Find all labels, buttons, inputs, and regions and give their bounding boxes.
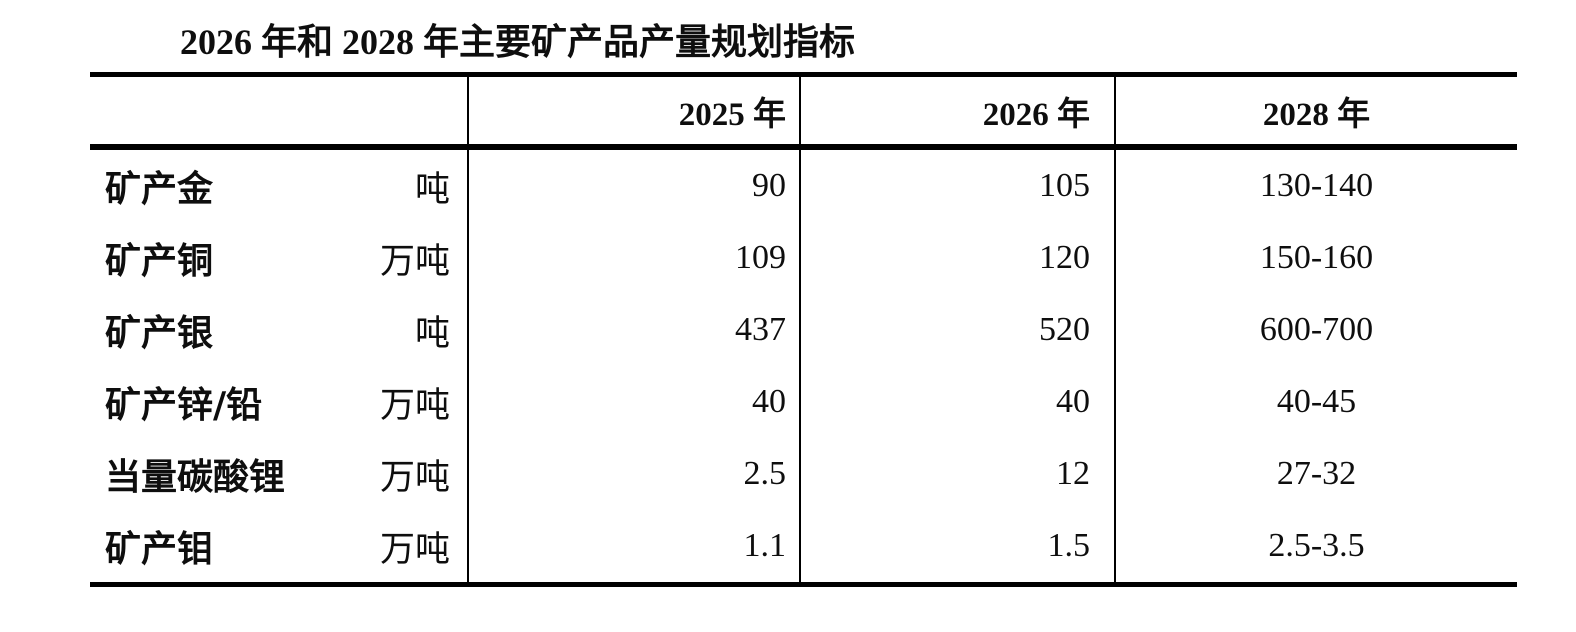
- value-2028: 600-700: [1114, 294, 1517, 366]
- mineral-name: 当量碳酸锂: [105, 457, 286, 498]
- table-row: 矿产银 吨 437 520 600-700: [90, 294, 1517, 366]
- mineral-name: 矿产铜: [105, 241, 214, 282]
- value-2026: 105: [799, 150, 1114, 222]
- unit-label: 万吨: [379, 457, 450, 497]
- unit-label: 吨: [414, 313, 450, 353]
- value-2026: 12: [799, 438, 1114, 510]
- value-2028: 130-140: [1114, 150, 1517, 222]
- column-header-2025: 2025 年: [467, 77, 799, 150]
- value-2026: 120: [799, 222, 1114, 294]
- table-row: 矿产锌/铅 万吨 40 40 40-45: [90, 366, 1517, 438]
- mineral-name: 矿产银: [105, 313, 214, 354]
- value-2028: 150-160: [1114, 222, 1517, 294]
- value-2025: 1.1: [467, 510, 799, 582]
- table-row: 矿产钼 万吨 1.1 1.5 2.5-3.5: [90, 510, 1517, 582]
- page-title: 2026 年和 2028 年主要矿产品产量规划指标: [180, 22, 856, 62]
- mineral-name: 矿产金: [105, 169, 214, 210]
- column-header-2028: 2028 年: [1114, 77, 1517, 150]
- column-header-blank: [90, 77, 467, 150]
- table-row: 矿产铜 万吨 109 120 150-160: [90, 222, 1517, 294]
- mineral-cell: 矿产钼 万吨: [90, 510, 467, 582]
- table-row: 当量碳酸锂 万吨 2.5 12 27-32: [90, 438, 1517, 510]
- table-row: 矿产金 吨 90 105 130-140: [90, 150, 1517, 222]
- value-2026: 1.5: [799, 510, 1114, 582]
- value-2025: 2.5: [467, 438, 799, 510]
- unit-label: 吨: [414, 169, 450, 209]
- value-2028: 27-32: [1114, 438, 1517, 510]
- mineral-cell: 矿产锌/铅 万吨: [90, 366, 467, 438]
- value-2025: 40: [467, 366, 799, 438]
- unit-label: 万吨: [379, 385, 450, 425]
- value-2028: 40-45: [1114, 366, 1517, 438]
- value-2025: 437: [467, 294, 799, 366]
- table-header-row: 2025 年 2026 年 2028 年: [90, 77, 1517, 150]
- value-2025: 90: [467, 150, 799, 222]
- column-header-2026: 2026 年: [799, 77, 1114, 150]
- mineral-name: 矿产钼: [105, 529, 214, 570]
- mineral-cell: 矿产铜 万吨: [90, 222, 467, 294]
- mineral-cell: 当量碳酸锂 万吨: [90, 438, 467, 510]
- value-2028: 2.5-3.5: [1114, 510, 1517, 582]
- mineral-name: 矿产锌/铅: [105, 385, 263, 426]
- unit-label: 万吨: [379, 241, 450, 281]
- unit-label: 万吨: [379, 529, 450, 569]
- mineral-cell: 矿产金 吨: [90, 150, 467, 222]
- mineral-cell: 矿产银 吨: [90, 294, 467, 366]
- value-2026: 40: [799, 366, 1114, 438]
- production-table: 2025 年 2026 年 2028 年 矿产金 吨 90 105 130-14…: [90, 72, 1517, 587]
- value-2025: 109: [467, 222, 799, 294]
- value-2026: 520: [799, 294, 1114, 366]
